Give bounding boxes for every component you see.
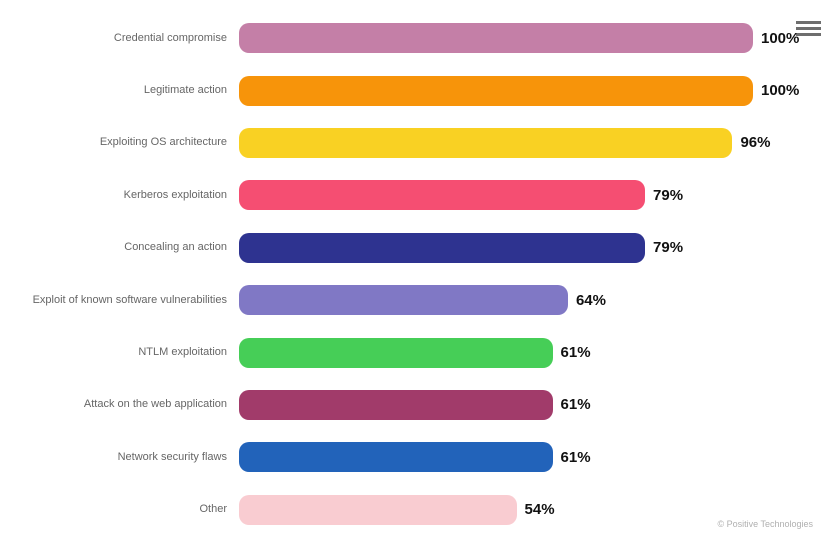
chart-credit: © Positive Technologies	[717, 519, 813, 529]
hamburger-menu-icon	[796, 21, 821, 24]
value-label: 61%	[560, 448, 591, 466]
category-label: Exploit of known software vulnerabilitie…	[32, 293, 227, 306]
category-label: Other	[199, 503, 227, 516]
chart-plot-area: Credential compromise 100% Legitimate acti…	[0, 12, 835, 536]
category-label: Exploiting OS architecture	[99, 136, 227, 149]
category-label: Attack on the web application	[83, 398, 227, 411]
bar-row: Network security flaws 61%	[0, 431, 835, 483]
bar[interactable]	[239, 127, 733, 158]
category-label: Kerberos exploitation	[123, 188, 227, 201]
bar[interactable]	[239, 232, 646, 263]
bar-row: Exploiting OS architecture 96%	[0, 117, 835, 169]
value-label: 64%	[575, 291, 606, 309]
value-label: 61%	[560, 396, 591, 414]
bar[interactable]	[239, 180, 646, 211]
bar[interactable]	[239, 23, 753, 54]
category-label: Legitimate action	[143, 83, 227, 96]
value-label: 79%	[653, 186, 684, 204]
value-label: 54%	[524, 501, 555, 519]
bar-row: Kerberos exploitation 79%	[0, 169, 835, 221]
bar-row: Credential compromise 100%	[0, 12, 835, 64]
bar-row: NTLM exploitation 61%	[0, 326, 835, 378]
category-label: Network security flaws	[117, 450, 227, 463]
bar-row: Other 54%	[0, 484, 835, 536]
value-label: 100%	[761, 29, 800, 47]
bar[interactable]	[239, 442, 553, 473]
chart-context-menu-button[interactable]	[795, 13, 822, 32]
category-label: Credential compromise	[113, 31, 227, 44]
bar[interactable]	[239, 75, 753, 106]
category-label: NTLM exploitation	[138, 345, 227, 358]
category-label: Concealing an action	[124, 241, 227, 254]
bar[interactable]	[239, 389, 553, 420]
bar-row: Attack on the web application 61%	[0, 379, 835, 431]
bar[interactable]	[239, 285, 568, 316]
value-label: 61%	[560, 344, 591, 362]
bar-row: Concealing an action 79%	[0, 222, 835, 274]
bar[interactable]	[239, 337, 553, 368]
bar-row: Exploit of known software vulnerabilitie…	[0, 274, 835, 326]
bar-row: Legitimate action 100%	[0, 64, 835, 116]
value-label: 96%	[740, 134, 771, 152]
bar[interactable]	[239, 494, 517, 525]
value-label: 79%	[653, 239, 684, 257]
value-label: 100%	[761, 82, 800, 100]
